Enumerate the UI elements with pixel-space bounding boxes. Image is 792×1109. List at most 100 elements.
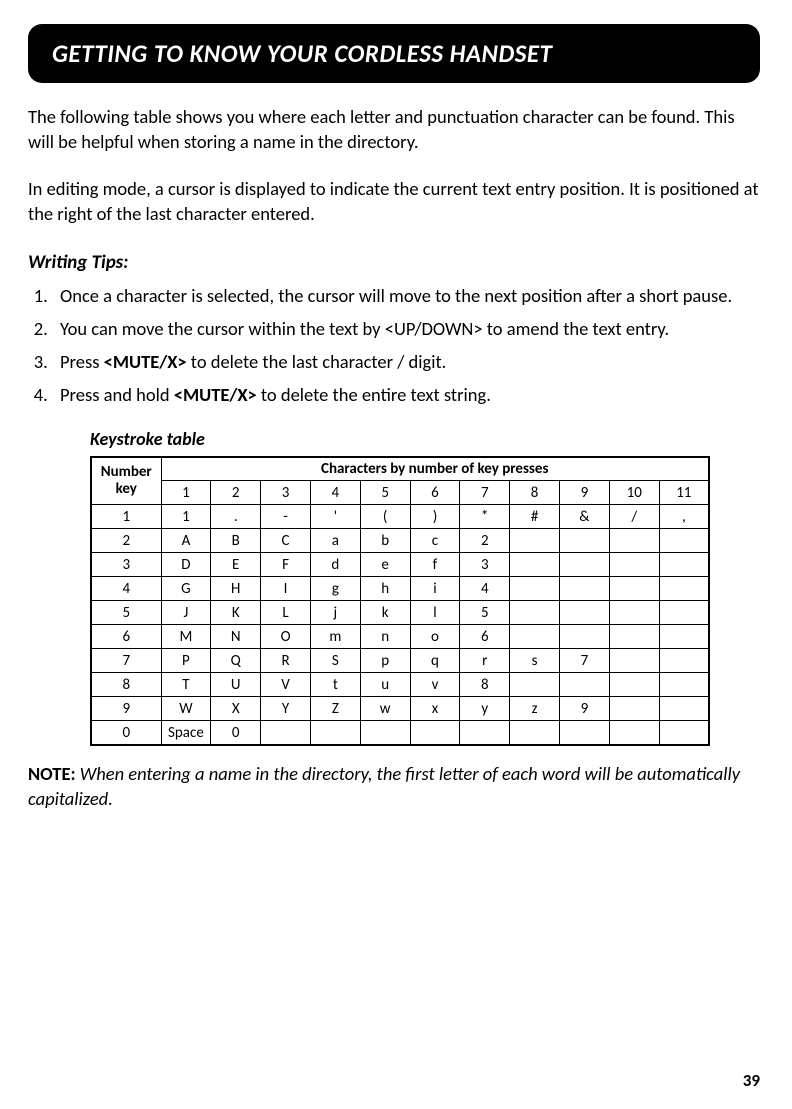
number-key-cell: 7	[91, 649, 161, 673]
char-cell: k	[360, 601, 410, 625]
char-cell	[510, 577, 560, 601]
char-cell: z	[510, 697, 560, 721]
char-cell: 4	[460, 577, 510, 601]
keystroke-table-title: Keystroke table	[90, 428, 760, 450]
char-cell: v	[410, 673, 460, 697]
tip-item: Press <MUTE/X> to delete the last charac…	[52, 350, 760, 375]
press-count-header: 6	[410, 481, 460, 505]
tip-text: Once a character is selected, the cursor…	[60, 284, 732, 307]
char-cell: K	[211, 601, 261, 625]
char-cell: '	[310, 505, 360, 529]
char-cell: w	[360, 697, 410, 721]
char-cell: C	[261, 529, 311, 553]
tip-item: Press and hold <MUTE/X> to delete the en…	[52, 383, 760, 408]
char-cell: V	[261, 673, 311, 697]
char-cell: Q	[211, 649, 261, 673]
char-cell	[659, 673, 709, 697]
tip-item: You can move the cursor within the text …	[52, 317, 760, 342]
char-cell	[659, 577, 709, 601]
char-cell: O	[261, 625, 311, 649]
char-cell: )	[410, 505, 460, 529]
char-cell: A	[161, 529, 211, 553]
char-cell: G	[161, 577, 211, 601]
keystroke-table: Number key Characters by number of key p…	[90, 456, 710, 746]
press-count-header: 3	[261, 481, 311, 505]
page-number: 39	[743, 1070, 760, 1091]
press-count-header: 4	[310, 481, 360, 505]
char-cell	[460, 721, 510, 745]
char-cell: X	[211, 697, 261, 721]
char-cell	[659, 529, 709, 553]
char-cell: I	[261, 577, 311, 601]
char-cell	[560, 625, 610, 649]
char-cell: E	[211, 553, 261, 577]
char-cell: ,	[659, 505, 709, 529]
press-count-header: 10	[609, 481, 659, 505]
number-key-cell: 8	[91, 673, 161, 697]
char-cell: #	[510, 505, 560, 529]
tip-text: Press	[60, 350, 104, 373]
char-cell: a	[310, 529, 360, 553]
char-cell: 9	[560, 697, 610, 721]
char-cell: /	[609, 505, 659, 529]
char-cell	[560, 601, 610, 625]
char-cell	[659, 697, 709, 721]
number-key-cell: 2	[91, 529, 161, 553]
char-cell: x	[410, 697, 460, 721]
press-count-header: 2	[211, 481, 261, 505]
note-body: When entering a name in the directory, t…	[28, 762, 740, 810]
char-cell	[360, 721, 410, 745]
char-cell: 1	[161, 505, 211, 529]
char-cell: f	[410, 553, 460, 577]
char-cell: n	[360, 625, 410, 649]
char-cell	[510, 553, 560, 577]
table-row: 2ABCabc2	[91, 529, 709, 553]
char-cell	[560, 673, 610, 697]
table-row: 3DEFdef3	[91, 553, 709, 577]
char-cell: D	[161, 553, 211, 577]
char-cell: S	[310, 649, 360, 673]
press-count-header: 9	[560, 481, 610, 505]
char-cell: 5	[460, 601, 510, 625]
char-cell: s	[510, 649, 560, 673]
number-key-cell: 3	[91, 553, 161, 577]
char-cell	[659, 649, 709, 673]
note-lead: NOTE:	[28, 762, 76, 785]
writing-tips-heading: Writing Tips:	[28, 251, 760, 274]
char-cell: (	[360, 505, 410, 529]
char-cell: i	[410, 577, 460, 601]
char-cell	[560, 529, 610, 553]
char-cell: p	[360, 649, 410, 673]
tip-text: Press and hold	[60, 383, 174, 406]
char-cell: R	[261, 649, 311, 673]
number-key-cell: 6	[91, 625, 161, 649]
char-cell: c	[410, 529, 460, 553]
writing-tips-list: Once a character is selected, the cursor…	[28, 284, 760, 408]
tip-bold: <MUTE/X>	[104, 350, 187, 373]
char-cell	[609, 577, 659, 601]
intro-paragraph-1: The following table shows you where each…	[28, 105, 760, 155]
press-count-header: 11	[659, 481, 709, 505]
char-cell: j	[310, 601, 360, 625]
char-cell	[659, 625, 709, 649]
char-cell: &	[560, 505, 610, 529]
char-cell: .	[211, 505, 261, 529]
char-cell: 8	[460, 673, 510, 697]
char-cell: F	[261, 553, 311, 577]
page-header: GETTING TO KNOW YOUR CORDLESS HANDSET	[28, 24, 760, 83]
char-cell	[659, 601, 709, 625]
char-cell: T	[161, 673, 211, 697]
table-row: 5JKLjkl5	[91, 601, 709, 625]
press-count-header: 7	[460, 481, 510, 505]
corner-header: Number key	[91, 457, 161, 505]
char-cell: m	[310, 625, 360, 649]
char-cell: Space	[161, 721, 211, 745]
number-key-cell: 4	[91, 577, 161, 601]
char-cell: M	[161, 625, 211, 649]
char-cell: J	[161, 601, 211, 625]
press-count-row: 1234567891011	[91, 481, 709, 505]
char-cell: q	[410, 649, 460, 673]
char-cell: P	[161, 649, 211, 673]
char-cell: U	[211, 673, 261, 697]
char-cell	[310, 721, 360, 745]
